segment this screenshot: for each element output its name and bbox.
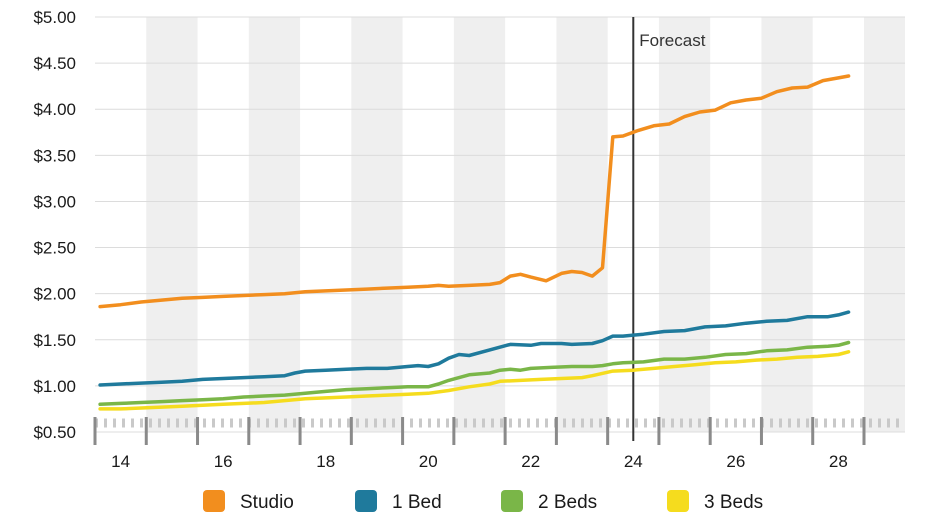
x-tick-label: 18	[316, 452, 335, 471]
y-tick-label: $0.50	[33, 423, 76, 442]
y-tick-label: $1.00	[33, 377, 76, 396]
series-line	[98, 74, 851, 309]
legend-swatch	[355, 490, 377, 512]
legend: Studio 1 Bed 2 Beds 3 Beds	[203, 490, 763, 513]
x-tick-label: 16	[214, 452, 233, 471]
background-bands	[146, 17, 905, 432]
legend-swatch	[501, 490, 523, 512]
y-tick-label: $5.00	[33, 8, 76, 27]
background-band	[248, 17, 301, 432]
background-band	[556, 17, 608, 432]
x-tick-label: 28	[829, 452, 848, 471]
y-axis: $0.50 $1.00 $1.50 $2.00 $2.50 $3.00 $3.50 $4.00…	[33, 8, 76, 442]
background-band	[453, 17, 506, 432]
legend-label: Studio	[240, 492, 294, 513]
y-tick-label: $4.50	[33, 54, 76, 73]
y-tick-label: $2.50	[33, 239, 76, 258]
gridlines	[95, 16, 905, 433]
legend-swatch	[667, 490, 689, 512]
series-line	[98, 340, 851, 407]
background-band	[761, 17, 813, 432]
background-band	[146, 17, 198, 432]
legend-swatch	[203, 490, 225, 512]
series-line	[98, 310, 851, 387]
x-tick-label: 22	[521, 452, 540, 471]
x-tick-label: 26	[726, 452, 745, 471]
legend-label: 3 Beds	[704, 492, 763, 513]
y-tick-label: $1.50	[33, 331, 76, 350]
x-tick-label: 24	[624, 452, 643, 471]
legend-label: 2 Beds	[538, 492, 597, 513]
background-band	[351, 17, 403, 432]
y-tick-label: $3.50	[33, 146, 76, 165]
legend-label: 1 Bed	[392, 492, 442, 513]
background-band	[658, 17, 711, 432]
y-tick-label: $4.00	[33, 100, 76, 119]
forecast-label: Forecast	[639, 31, 705, 50]
x-axis: 14 16 18 20 22 24 26 28	[93, 417, 905, 471]
x-tick-label: 20	[419, 452, 438, 471]
series-lines	[98, 74, 851, 411]
y-tick-label: $3.00	[33, 192, 76, 211]
y-tick-label: $2.00	[33, 285, 76, 304]
series-line	[98, 350, 851, 411]
background-band	[863, 17, 905, 432]
x-tick-label: 14	[111, 452, 130, 471]
